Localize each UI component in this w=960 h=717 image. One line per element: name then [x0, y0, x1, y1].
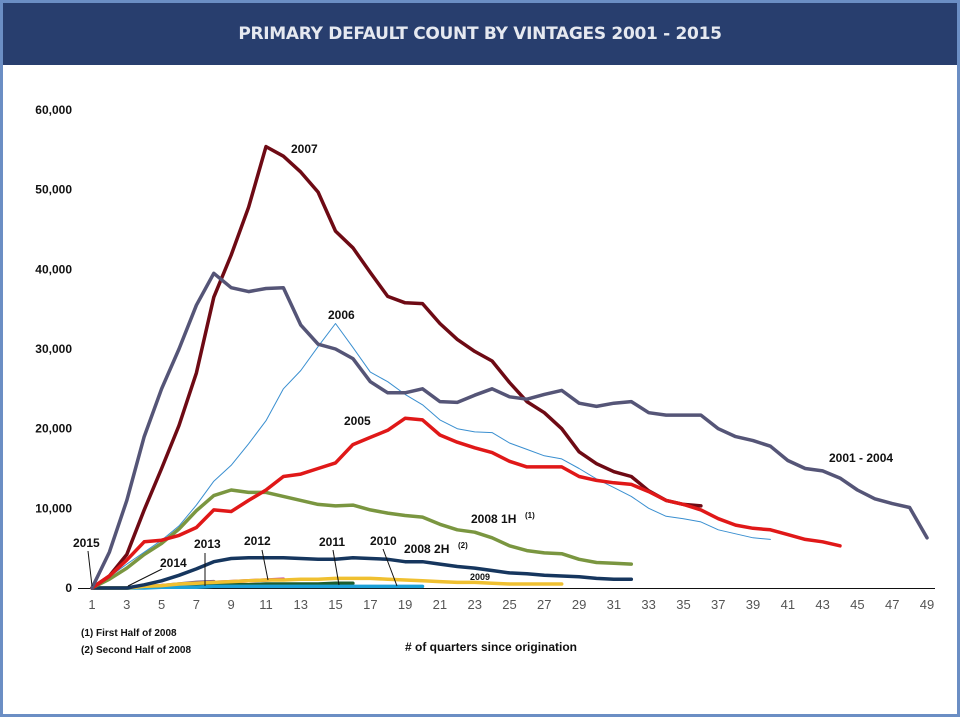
chart-title: PRIMARY DEFAULT COUNT BY VINTAGES 2001 -… [238, 24, 722, 44]
y-axis: 0 10,000 20,000 30,000 40,000 50,000 60,000 [35, 103, 72, 595]
x-tick-label: 23 [467, 597, 481, 612]
label-2009: 2009 [470, 572, 490, 582]
leader-line-2014 [127, 568, 163, 587]
label-2015: 2015 [73, 536, 100, 550]
y-tick-label: 30,000 [35, 342, 72, 356]
y-tick-label: 10,000 [35, 501, 72, 515]
footnote-1: (1) First Half of 2008 [81, 628, 177, 639]
series-group [90, 144, 929, 590]
y-tick-label: 60,000 [35, 103, 72, 117]
x-tick-label: 19 [398, 597, 412, 612]
series-line-2001-2004 [90, 271, 929, 590]
label-2011: 2011 [319, 535, 345, 549]
x-tick-label: 25 [502, 597, 516, 612]
label-2005: 2005 [344, 414, 371, 428]
x-tick-label: 3 [123, 597, 130, 612]
label-2014: 2014 [160, 556, 187, 570]
x-tick-label: 11 [259, 597, 273, 612]
series-line-2008-1h [90, 488, 634, 590]
x-tick-label: 37 [711, 597, 725, 612]
leader-line-2011 [332, 549, 340, 586]
x-tick-label: 33 [641, 597, 655, 612]
x-tick-label: 17 [363, 597, 377, 612]
y-tick-label: 40,000 [35, 262, 72, 276]
x-tick-label: 31 [607, 597, 621, 612]
y-tick-label: 50,000 [35, 183, 72, 197]
x-axis-label: # of quarters since origination [405, 640, 577, 654]
footnote-2: (2) Second Half of 2008 [81, 645, 191, 656]
label-2010: 2010 [370, 534, 397, 548]
x-axis: 1 3 5 7 9 11 13 15 17 19 21 23 25 27 29 31 33 35 37 39 41 43 4… [78, 588, 935, 612]
x-tick-label: 49 [920, 597, 934, 612]
y-tick-label: 0 [65, 581, 72, 595]
label-2008-2h: 2008 2H [404, 542, 449, 556]
x-tick-label: 1 [88, 597, 95, 612]
label-2006: 2006 [328, 308, 355, 322]
label-2012: 2012 [244, 534, 271, 548]
x-tick-label: 39 [746, 597, 760, 612]
label-2001-2004: 2001 - 2004 [829, 451, 893, 465]
leader-line-2012 [261, 549, 269, 581]
series-line-2008-2h [90, 555, 634, 590]
annotation-group: 2007 2006 2005 2001 - 2004 2008 1H (1) 2… [73, 142, 893, 587]
x-tick-label: 27 [537, 597, 551, 612]
y-tick-label: 20,000 [35, 422, 72, 436]
series-line-2005 [90, 416, 842, 590]
x-tick-label: 41 [781, 597, 795, 612]
x-tick-label: 45 [850, 597, 864, 612]
x-tick-label: 13 [294, 597, 308, 612]
x-tick-label: 15 [328, 597, 342, 612]
x-tick-label: 35 [676, 597, 690, 612]
x-tick-label: 29 [572, 597, 586, 612]
x-tick-label: 5 [158, 597, 165, 612]
label-2008-2h-footnote: (2) [458, 541, 468, 550]
x-tick-label: 21 [433, 597, 447, 612]
series-line-2007 [90, 144, 703, 590]
label-2008-1h-footnote: (1) [525, 511, 535, 520]
x-tick-label: 47 [885, 597, 899, 612]
label-2007: 2007 [291, 142, 318, 156]
leader-line-2015 [87, 550, 93, 587]
x-tick-label: 9 [228, 597, 235, 612]
label-2013: 2013 [194, 537, 221, 551]
series-line-2006 [91, 323, 771, 589]
chart-header: PRIMARY DEFAULT COUNT BY VINTAGES 2001 -… [3, 3, 957, 65]
x-tick-label: 43 [815, 597, 829, 612]
series-line-2009 [90, 576, 564, 590]
x-tick-label: 7 [193, 597, 200, 612]
label-2008-1h: 2008 1H [471, 512, 516, 526]
leader-line-2010 [382, 548, 398, 587]
